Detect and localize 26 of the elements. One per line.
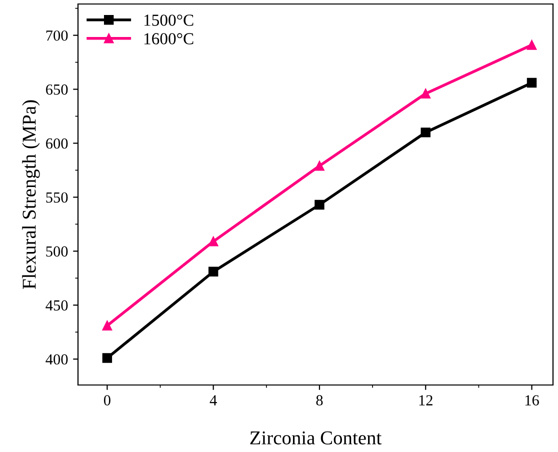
y-tick-label: 500: [46, 246, 68, 257]
y-tick-label: 400: [46, 354, 68, 365]
y-tick-label: 700: [46, 30, 68, 41]
x-tick-label: 12: [419, 395, 432, 406]
x-tick-label: 4: [210, 395, 217, 406]
x-tick-label: 0: [104, 395, 110, 406]
legend-label: 1500°C: [144, 14, 194, 26]
point: [102, 320, 112, 330]
y-tick-label: 550: [46, 192, 68, 203]
x-tick-label: 16: [525, 395, 539, 406]
point: [526, 78, 537, 88]
x-axis-title: Zirconia Content: [250, 431, 382, 444]
point: [314, 200, 324, 210]
point: [526, 40, 537, 50]
y-tick-label: 600: [46, 138, 68, 149]
point: [102, 353, 112, 363]
point: [208, 236, 218, 246]
point: [208, 266, 218, 277]
point: [314, 161, 324, 171]
y-tick-label: 650: [46, 84, 68, 95]
y-axis-title: Flexural Strength (MPa): [22, 100, 40, 289]
x-tick-label: 8: [316, 395, 323, 406]
point: [420, 88, 430, 98]
point: [420, 128, 430, 138]
legend-label: 1600°C: [144, 33, 194, 44]
y-tick-label: 450: [46, 300, 68, 311]
